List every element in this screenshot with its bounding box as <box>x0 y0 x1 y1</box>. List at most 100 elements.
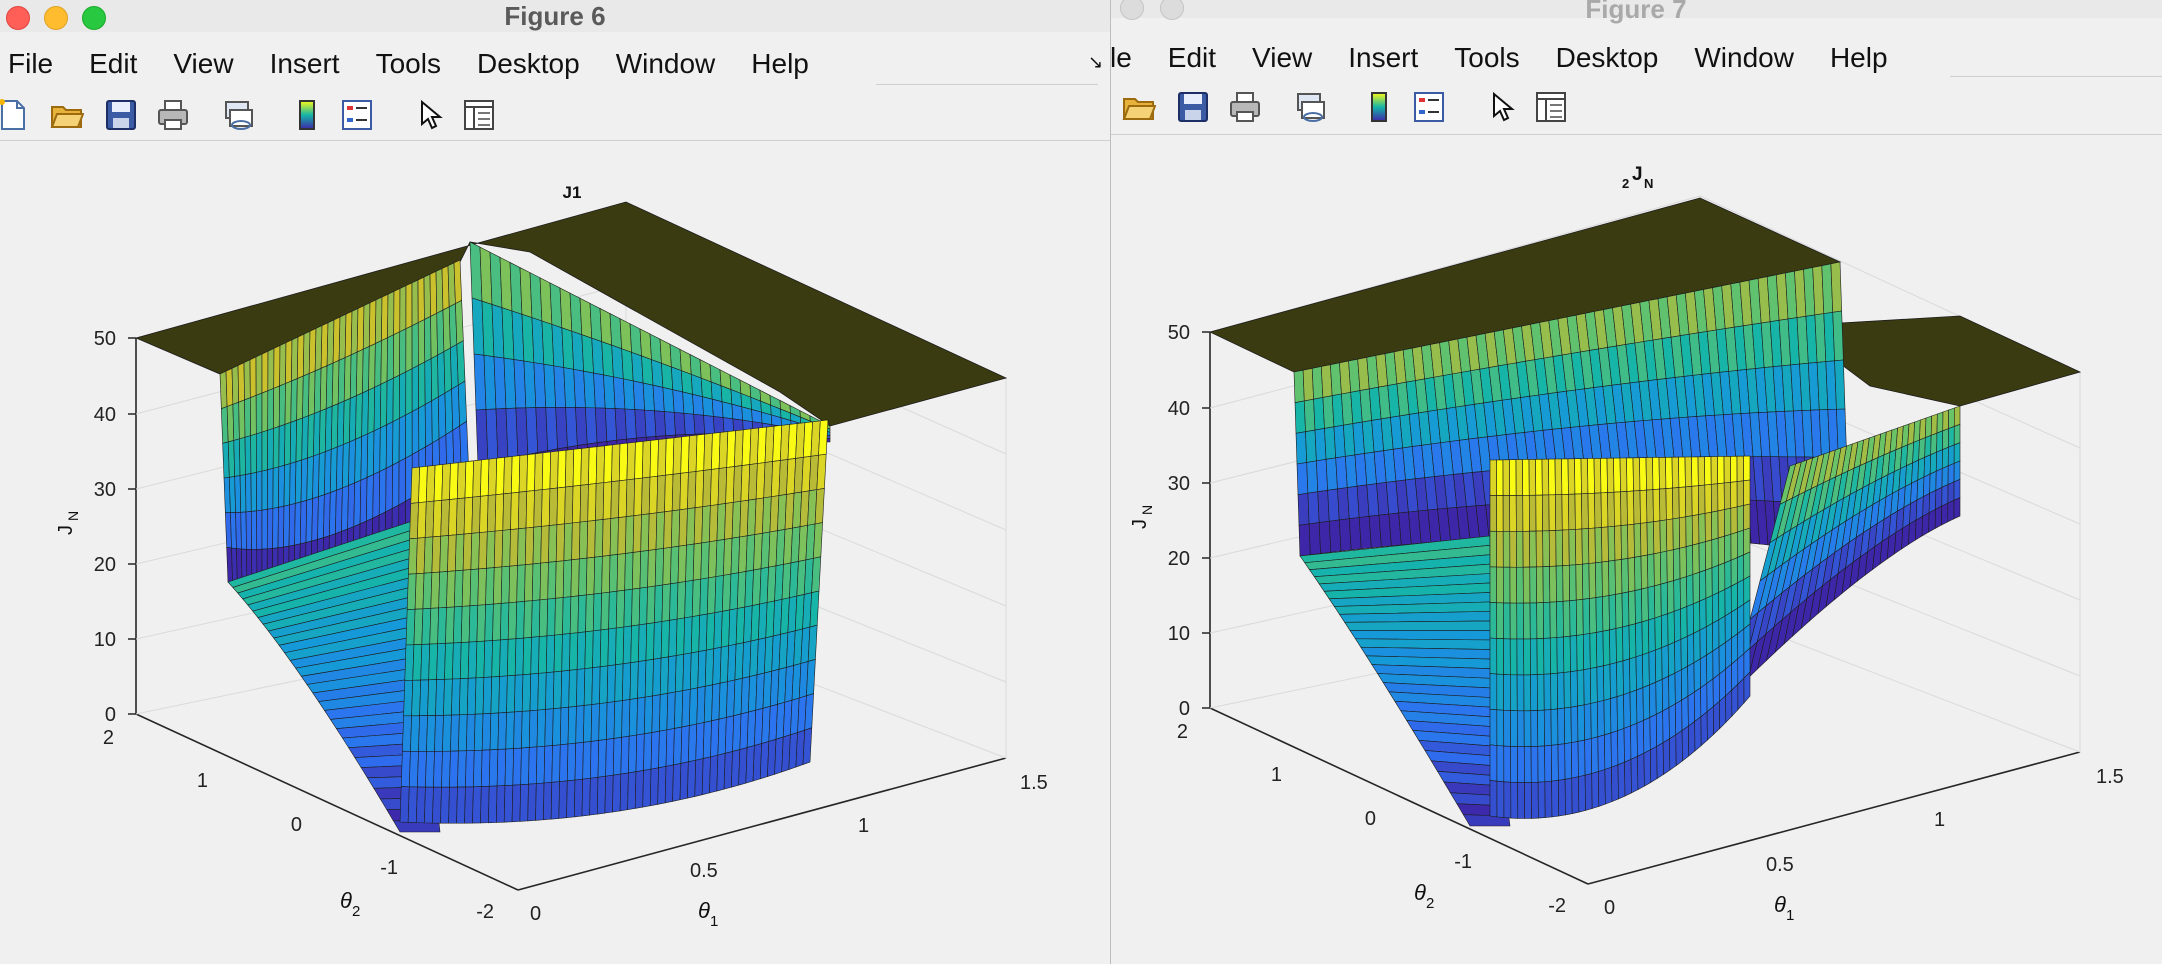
left-wall-strip <box>418 361 426 409</box>
left-wall-strip <box>244 397 251 438</box>
insert-legend-icon[interactable] <box>340 98 374 132</box>
front-wall-strip <box>472 459 482 498</box>
front-wall-strip <box>402 715 412 752</box>
back-wall-strip <box>1307 491 1320 525</box>
front-wall-strip <box>1635 621 1643 658</box>
insert-colorbar-icon[interactable] <box>290 98 324 132</box>
front-wall-strip <box>440 786 450 824</box>
minimize-window-button[interactable] <box>44 6 68 30</box>
front-wall-strip <box>494 493 504 532</box>
left-wall-strip <box>405 282 413 330</box>
valley-strip <box>1344 620 1493 631</box>
front-wall-strip <box>475 640 486 679</box>
menu-tools[interactable]: Tools <box>375 48 441 79</box>
property-inspector-icon[interactable] <box>462 98 496 132</box>
axes-box <box>1209 332 2081 885</box>
left-wall-strip <box>267 387 275 431</box>
new-figure-icon[interactable] <box>0 98 30 132</box>
front-wall-strip <box>1743 551 1751 581</box>
front-wall-strip <box>610 480 620 519</box>
front-wall-strip <box>703 432 713 471</box>
menu-window[interactable]: Window <box>1694 42 1794 73</box>
front-wall-strip <box>487 494 497 533</box>
surface-plot-axes[interactable]: 2 J N 0 10 20 30 40 50 J N 2 1 0 -1 -2 θ <box>1110 136 2162 964</box>
z-tick: 40 <box>94 404 116 426</box>
front-wall-strip <box>511 784 521 823</box>
front-wall-strip <box>1564 742 1573 780</box>
front-wall-strip <box>507 601 518 640</box>
menu-divider <box>1950 76 2162 77</box>
front-wall-strip <box>585 593 595 633</box>
front-wall-strip <box>528 709 539 748</box>
zoom-window-button[interactable] <box>82 6 106 30</box>
menu-edit[interactable]: Edit <box>89 48 138 79</box>
y-tick: 1 <box>197 770 208 792</box>
menu-help[interactable]: Help <box>1829 42 1888 73</box>
front-wall-strip <box>1661 644 1669 680</box>
minimize-window-button[interactable] <box>1160 0 1184 20</box>
menu-insert[interactable]: Insert <box>1348 42 1419 73</box>
front-wall-strip <box>1656 742 1664 780</box>
x-tick: 0.5 <box>690 860 718 882</box>
front-wall-strip <box>407 786 418 823</box>
menu-view[interactable]: View <box>173 48 234 79</box>
menu-edit[interactable]: Edit <box>1167 42 1217 73</box>
z-tick-marks <box>128 337 136 715</box>
front-wall-strip <box>455 533 465 572</box>
open-file-icon[interactable] <box>50 98 84 132</box>
insert-colorbar-icon[interactable] <box>1362 90 1396 124</box>
front-wall-strip <box>421 608 432 645</box>
save-icon[interactable] <box>1176 90 1210 124</box>
front-wall-strip <box>522 637 532 676</box>
front-wall-strip <box>500 565 511 604</box>
ridge-strip <box>664 411 676 437</box>
front-wall-strip <box>698 613 708 652</box>
close-window-button[interactable] <box>1120 0 1144 20</box>
menu-view[interactable]: View <box>1252 42 1313 73</box>
menu-window[interactable]: Window <box>615 48 716 79</box>
front-wall-strip <box>464 786 474 824</box>
left-wall-strip <box>456 340 466 386</box>
insert-legend-icon[interactable] <box>1412 90 1446 124</box>
link-plot-icon[interactable] <box>222 98 256 132</box>
close-window-button[interactable] <box>6 6 30 30</box>
front-wall-strip <box>1575 528 1583 566</box>
right-wall-strip <box>1923 473 1931 498</box>
link-plot-icon[interactable] <box>1294 90 1328 124</box>
property-inspector-icon[interactable] <box>1534 90 1568 124</box>
front-wall-strip <box>1647 553 1655 588</box>
open-file-icon[interactable] <box>1122 90 1156 124</box>
front-wall-strip <box>541 451 551 490</box>
menu-insert[interactable]: Insert <box>269 48 340 79</box>
z-tick: 50 <box>94 328 116 350</box>
surface-plot-axes[interactable]: J1 0 10 20 30 40 50 J N 2 1 0 -1 -2 θ 2 <box>0 142 1110 952</box>
front-wall-strip <box>665 437 675 476</box>
front-wall-strip <box>1582 633 1591 671</box>
left-wall-strip <box>291 336 299 382</box>
print-icon[interactable] <box>1228 90 1262 124</box>
edit-plot-icon[interactable] <box>412 98 446 132</box>
front-wall-strip <box>417 501 427 539</box>
front-wall-strip <box>1649 713 1658 751</box>
front-wall-strip <box>714 575 724 614</box>
front-wall-strip <box>1706 650 1714 685</box>
edit-plot-icon[interactable] <box>1484 90 1518 124</box>
menu-file[interactable]: le <box>1110 42 1132 73</box>
front-wall-strip <box>1666 518 1674 552</box>
menu-tools[interactable]: Tools <box>1454 42 1520 73</box>
y-label-subscript: 2 <box>352 903 360 920</box>
menu-help[interactable]: Help <box>751 48 809 79</box>
dock-arrow-icon[interactable]: ↘ <box>1088 52 1104 72</box>
front-wall-strip <box>519 783 529 822</box>
menu-file[interactable]: File <box>8 48 54 79</box>
menu-desktop[interactable]: Desktop <box>476 48 580 79</box>
menu-desktop[interactable]: Desktop <box>1555 42 1659 73</box>
front-wall-strip <box>1523 602 1531 640</box>
save-icon[interactable] <box>104 98 138 132</box>
front-wall-strip <box>508 565 518 604</box>
figure-7-window: Figure 7 le Edit View Insert Tools Deskt… <box>1110 0 2162 964</box>
front-wall-strip <box>582 741 592 780</box>
front-wall-strip <box>1595 561 1603 598</box>
print-icon[interactable] <box>156 98 190 132</box>
front-wall-strip <box>688 434 698 473</box>
